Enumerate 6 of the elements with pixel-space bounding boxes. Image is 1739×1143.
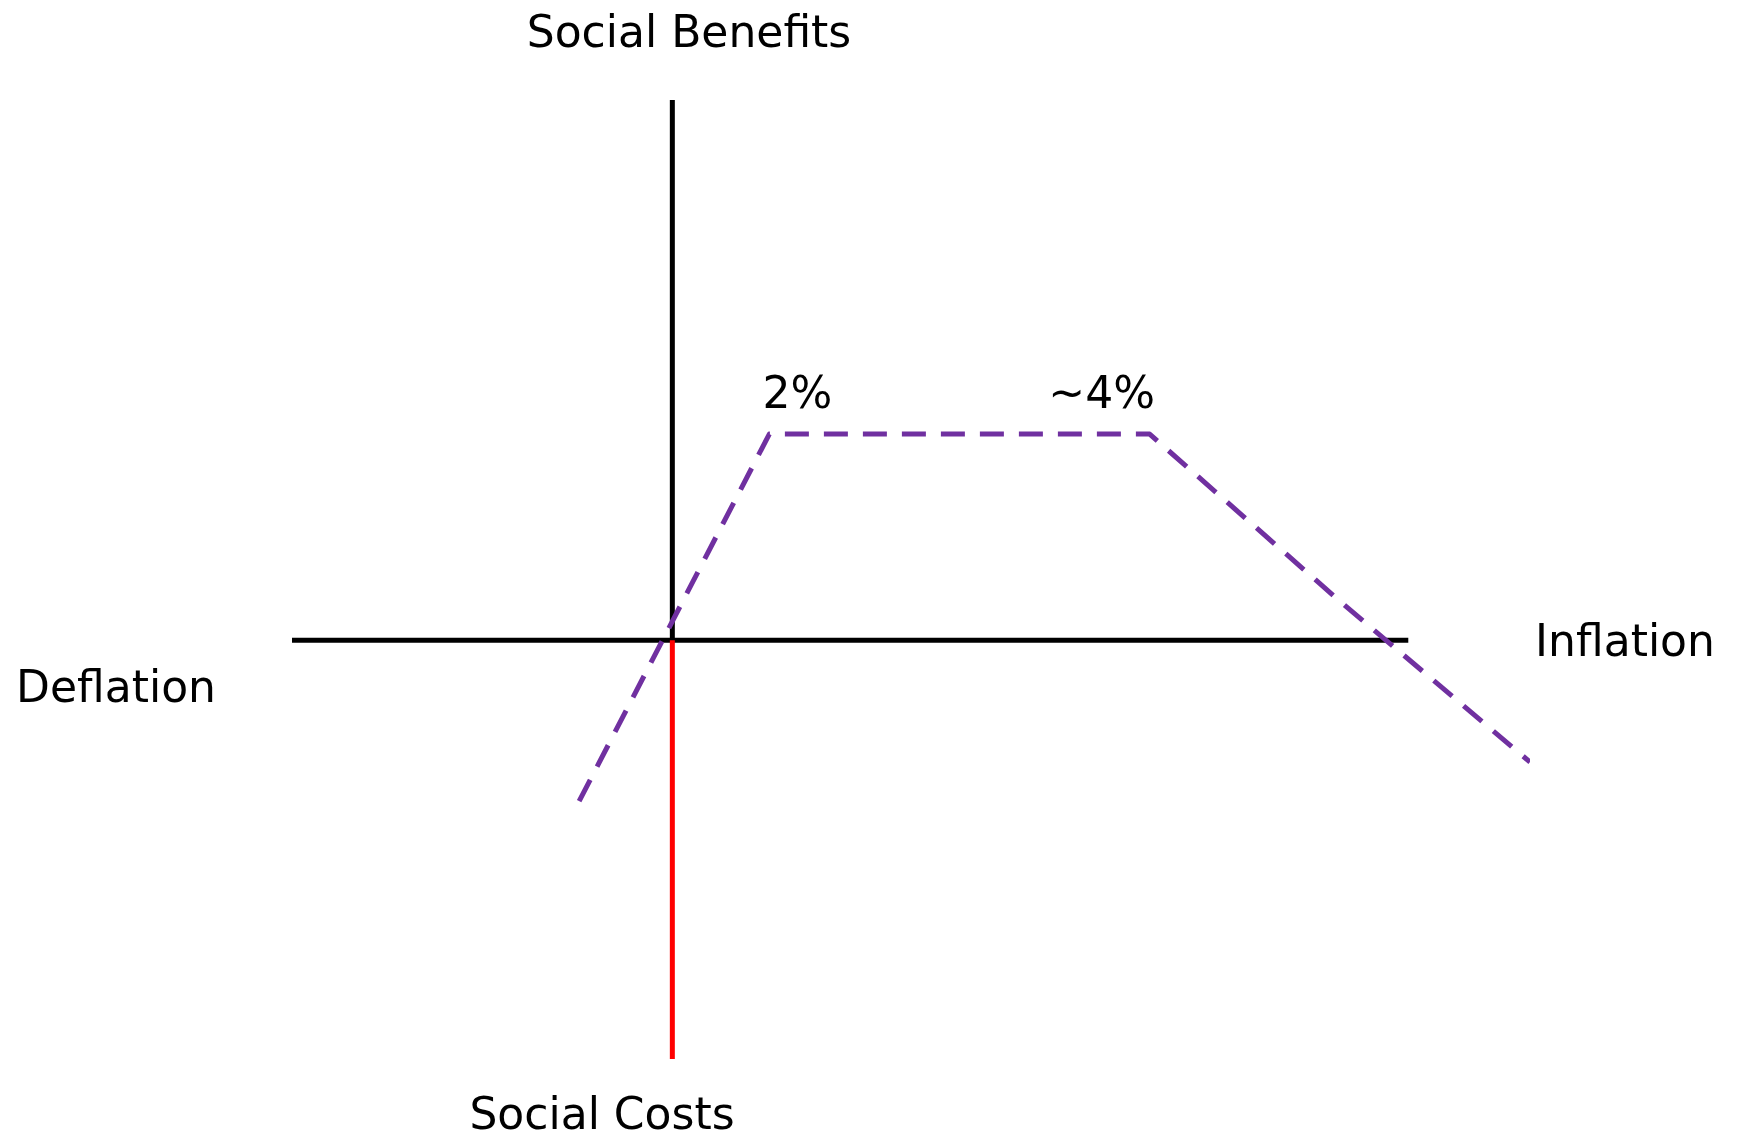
text: Social Benefits bbox=[526, 6, 852, 58]
text: ~4% bbox=[1048, 367, 1155, 419]
text: Deflation bbox=[16, 661, 216, 713]
text: 2% bbox=[762, 367, 833, 419]
x-axis-title: Inflation bbox=[1535, 615, 1715, 667]
text: Social Costs bbox=[469, 1088, 735, 1140]
